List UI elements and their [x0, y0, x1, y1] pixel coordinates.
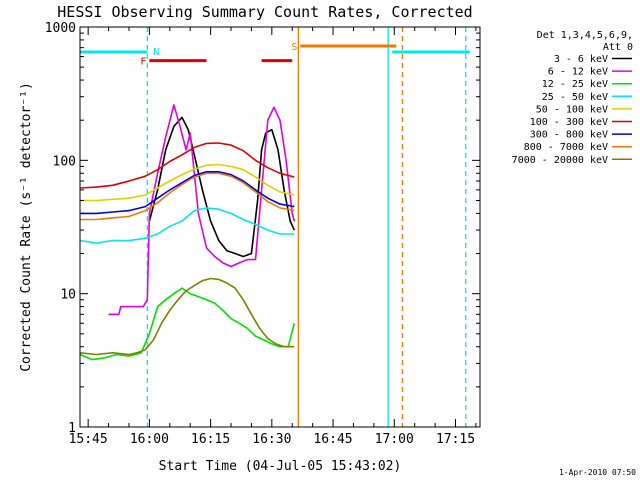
legend-entry-label: 50 - 100 keV — [536, 104, 608, 115]
series-line — [80, 172, 295, 221]
series-line — [148, 116, 296, 258]
chart-title: HESSI Observing Summary Count Rates, Cor… — [57, 3, 472, 21]
y-axis-label: Corrected Count Rate (s⁻¹ detector⁻¹) — [19, 82, 34, 372]
series-line — [80, 277, 295, 356]
legend-entry-label: 12 - 25 keV — [542, 79, 608, 90]
flag-label: S — [291, 42, 297, 53]
legend-entry-label: 25 - 50 keV — [542, 92, 608, 103]
x-tick-label: 15:45 — [69, 432, 108, 447]
legend-entry-label: 3 - 6 keV — [554, 54, 608, 65]
y-tick-label: 1000 — [45, 21, 76, 36]
legend-entry-label: 7000 - 20000 keV — [512, 155, 608, 166]
x-tick-label: 16:30 — [252, 432, 291, 447]
x-tick-label: 16:45 — [313, 432, 352, 447]
legend-entry-label: 100 - 300 keV — [530, 117, 608, 128]
y-tick-label: 10 — [60, 288, 76, 303]
x-tick-label: 17:15 — [436, 432, 475, 447]
flag-label: F — [140, 57, 146, 68]
y-tick-label: 1 — [68, 421, 76, 436]
legend-entry-label: 800 - 7000 keV — [524, 142, 608, 153]
x-tick-label: 17:00 — [375, 432, 414, 447]
plot-frame — [79, 26, 481, 428]
legend-entry-label: 6 - 12 keV — [548, 67, 608, 78]
x-tick-label: 16:15 — [191, 432, 230, 447]
flag-label: N — [153, 47, 159, 58]
series-line — [80, 207, 295, 244]
x-tick-label: 16:00 — [130, 432, 169, 447]
series-line — [80, 163, 295, 202]
legend-header: Att 0 — [603, 42, 633, 53]
x-axis-label: Start Time (04-Jul-05 15:43:02) — [159, 459, 402, 474]
footer-timestamp: 1-Apr-2010 07:50 — [559, 468, 636, 477]
series-line — [80, 287, 296, 361]
legend-entry-label: 300 - 800 keV — [530, 130, 608, 141]
series-line — [80, 171, 295, 215]
series-line — [80, 142, 295, 189]
legend-header: Det 1,3,4,5,6,9, — [537, 30, 633, 41]
series-line — [108, 104, 296, 316]
y-tick-label: 100 — [53, 154, 76, 169]
